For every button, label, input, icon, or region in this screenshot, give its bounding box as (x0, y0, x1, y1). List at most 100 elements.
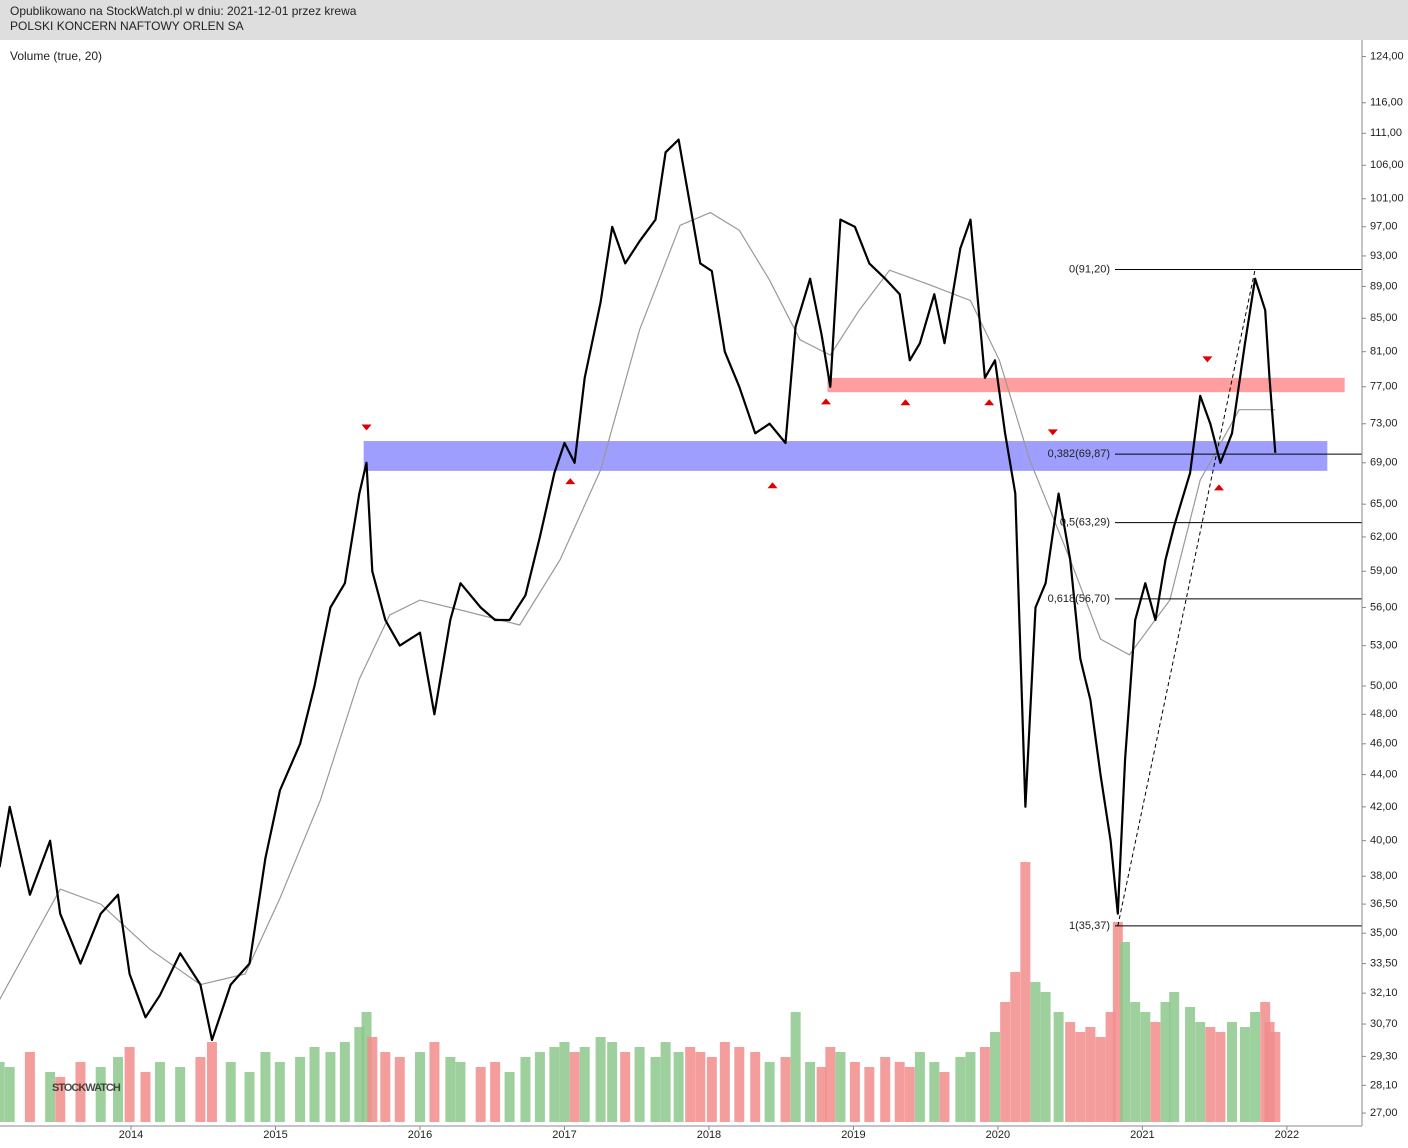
volume-bar (429, 1042, 440, 1122)
volume-bar (1169, 992, 1180, 1122)
volume-bar (965, 1052, 976, 1122)
volume-bar (929, 1062, 940, 1122)
volume-bar (559, 1042, 570, 1122)
signal-marker (767, 482, 778, 489)
volume-bar (1205, 1027, 1216, 1122)
y-tick-label: 111,00 (1370, 127, 1402, 139)
y-tick-label: 97,00 (1370, 221, 1398, 233)
volume-bar (225, 1062, 236, 1122)
volume-bar (354, 1027, 365, 1122)
volume-bar (864, 1067, 875, 1122)
volume-bar (955, 1057, 966, 1122)
signal-marker (1047, 429, 1058, 436)
y-tick-label: 40,00 (1370, 835, 1398, 847)
y-tick-label: 93,00 (1370, 250, 1398, 262)
fib-level-label: 0,5(63,29) (1060, 517, 1110, 529)
volume-bar (1264, 1022, 1275, 1122)
volume-bar (1095, 1037, 1106, 1122)
y-tick-label: 89,00 (1370, 280, 1398, 292)
y-tick-label: 30,70 (1370, 1018, 1398, 1030)
volume-bar (475, 1067, 486, 1122)
volume-bar (504, 1072, 515, 1122)
y-tick-label: 32,10 (1370, 987, 1398, 999)
volume-bar (706, 1057, 717, 1122)
indicator-label: Volume (true, 20) (10, 49, 102, 63)
volume-bar (1250, 1012, 1261, 1122)
signal-marker (361, 424, 372, 431)
y-tick-label: 27,00 (1370, 1107, 1398, 1119)
y-tick-label: 59,00 (1370, 565, 1398, 577)
volume-bar (1150, 1022, 1161, 1122)
volume-bar (1120, 942, 1131, 1122)
y-tick-label: 36,50 (1370, 898, 1398, 910)
volume-bar (113, 1057, 124, 1122)
volume-bar (660, 1042, 671, 1122)
volume-bar (520, 1057, 531, 1122)
y-tick-label: 33,50 (1370, 957, 1398, 969)
volume-bar (595, 1037, 606, 1122)
chart-title: Opublikowano na StockWatch.pl w dniu: 20… (10, 4, 357, 18)
volume-bar (75, 1062, 86, 1122)
y-tick-label: 85,00 (1370, 312, 1398, 324)
volume-bar (579, 1047, 590, 1122)
volume-bar (490, 1062, 501, 1122)
volume-bar (534, 1052, 545, 1122)
volume-bar (380, 1052, 391, 1122)
volume-bar (1010, 972, 1021, 1122)
volume-bar (175, 1067, 186, 1122)
volume-bar (790, 1012, 801, 1122)
volume-bar (780, 1057, 791, 1122)
signal-marker (900, 399, 911, 406)
volume-bar (914, 1052, 925, 1122)
volume-bar (549, 1047, 560, 1122)
signal-marker (565, 478, 576, 485)
y-tick-label: 42,00 (1370, 801, 1398, 813)
volume-bar (1215, 1032, 1226, 1122)
volume-bar (1195, 1022, 1206, 1122)
x-tick-label: 2019 (841, 1129, 865, 1141)
x-tick-label: 2021 (1130, 1129, 1154, 1141)
volume-bar (295, 1057, 306, 1122)
volume-bar (1112, 922, 1123, 1122)
y-tick-label: 28,10 (1370, 1079, 1398, 1091)
volume-bar (990, 1032, 1001, 1122)
x-tick-label: 2014 (119, 1129, 143, 1141)
volume-bar (880, 1057, 891, 1122)
x-tick-label: 2016 (408, 1129, 432, 1141)
volume-bar (904, 1067, 915, 1122)
volume-bar (849, 1062, 860, 1122)
volume-bar (339, 1042, 350, 1122)
volume-bar (979, 1047, 990, 1122)
volume-bar (695, 1052, 706, 1122)
y-tick-label: 56,00 (1370, 601, 1398, 613)
y-tick-label: 106,00 (1370, 159, 1404, 171)
signal-marker (984, 399, 995, 406)
volume-bar (569, 1052, 580, 1122)
volume-bar (260, 1052, 271, 1122)
volume-bar (1085, 1027, 1096, 1122)
volume-bar (607, 1042, 618, 1122)
fib-level-label: 1(35,37) (1069, 920, 1110, 932)
volume-bar (650, 1057, 661, 1122)
x-tick-label: 2015 (263, 1129, 287, 1141)
volume-bar (1270, 1032, 1281, 1122)
volume-bar (95, 1067, 106, 1122)
volume-bar (274, 1062, 285, 1122)
zone (827, 377, 1345, 393)
watermark: STOCKWATCH (52, 1082, 121, 1094)
volume-bar (309, 1047, 320, 1122)
fib-level-label: 0,618(56,70) (1048, 593, 1110, 605)
volume-bar (1040, 992, 1051, 1122)
y-tick-label: 50,00 (1370, 680, 1398, 692)
y-tick-label: 35,00 (1370, 927, 1398, 939)
volume-bar (1000, 1002, 1011, 1122)
volume-bar (1239, 1027, 1250, 1122)
y-tick-label: 48,00 (1370, 708, 1398, 720)
y-tick-label: 116,00 (1370, 97, 1403, 109)
volume-bar (805, 1062, 816, 1122)
x-tick-label: 2018 (697, 1129, 721, 1141)
volume-bar (894, 1062, 905, 1122)
y-tick-label: 77,00 (1370, 381, 1398, 393)
volume-bar (634, 1047, 645, 1122)
y-tick-label: 44,00 (1370, 769, 1398, 781)
